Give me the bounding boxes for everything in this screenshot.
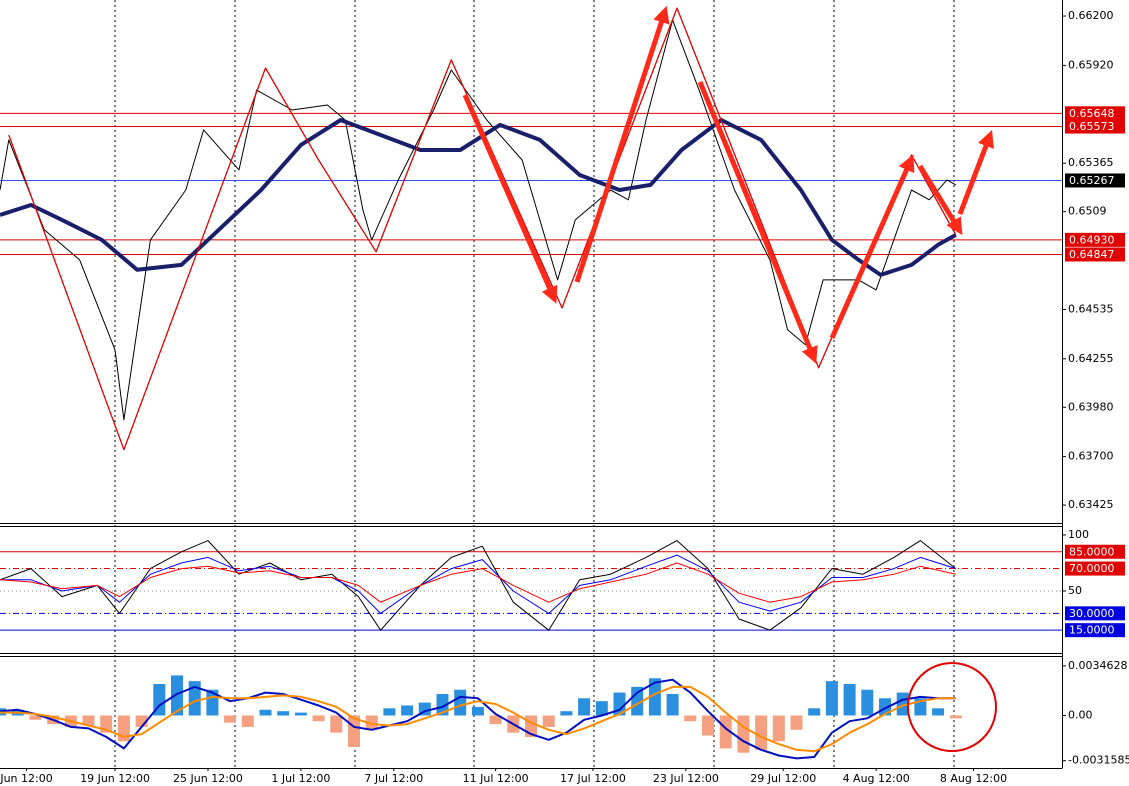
histogram-bar: [82, 715, 95, 726]
level-label: 0.65573: [1069, 120, 1115, 133]
histogram-bar: [259, 709, 272, 716]
level-label-box: [1065, 119, 1125, 134]
histogram-bar: [719, 715, 732, 749]
x-tick-label: 23 Jul 12:00: [653, 772, 719, 785]
series-line: [0, 685, 956, 753]
x-tick-label: 19 Jun 12:00: [80, 772, 150, 785]
histogram-bar: [879, 698, 891, 716]
histogram-bar: [861, 689, 874, 716]
histogram-bar: [454, 689, 467, 716]
series-line: [0, 118, 957, 277]
y-tick-label: 0.00: [1068, 708, 1093, 721]
level-label-box: [1065, 232, 1125, 247]
x-tick-label: 8 Aug 12:00: [940, 772, 1007, 785]
histogram-bar: [436, 694, 449, 716]
histogram-bar: [489, 715, 502, 725]
period-separators: [114, 0, 955, 768]
y-tick-label: 0.65920: [1068, 58, 1114, 71]
y-tick-label: 0.64255: [1068, 352, 1114, 365]
histogram-bar: [684, 715, 697, 722]
histogram-bar: [29, 715, 42, 720]
histogram-bar: [843, 683, 856, 716]
drawn-arrows: [462, 5, 997, 752]
y-tick-label: 0.6509: [1068, 205, 1107, 218]
series-line: [0, 678, 956, 760]
y-tick-label: 0.66200: [1068, 9, 1114, 22]
level-label: 85.0000: [1069, 545, 1115, 558]
x-tick-label: Jun 12:00: [0, 772, 53, 785]
x-tick-label: 25 Jun 12:00: [173, 772, 243, 785]
level-label-box: [1065, 606, 1125, 621]
histogram-bar: [241, 715, 254, 727]
level-label-box: [1065, 623, 1125, 638]
y-tick-label: 0.65365: [1068, 156, 1114, 169]
level-label: 0.64930: [1069, 233, 1115, 246]
histogram-bar: [772, 715, 785, 742]
level-label-box: [1065, 173, 1125, 188]
x-tick-label: 7 Jul 12:00: [364, 772, 423, 785]
x-tick-label: 29 Jul 12:00: [750, 772, 816, 785]
histogram-bar: [932, 708, 945, 716]
histogram-bar: [312, 715, 325, 722]
histogram-bar: [595, 701, 608, 716]
x-tick-label: 1 Jul 12:00: [271, 772, 330, 785]
series-line: [0, 540, 957, 631]
y-tick-label: 0.64535: [1068, 302, 1114, 315]
histogram-bar: [117, 715, 130, 742]
histogram-bar: [188, 681, 201, 716]
plot-layer: 0.66200 0.65920 0.65365 0.6509 0.64535 0.6425…: [0, 7, 1129, 785]
level-label-box: [1065, 247, 1125, 262]
y-tick-label: 100: [1068, 528, 1089, 541]
level-label-box: [1065, 561, 1125, 576]
histogram-bar: [224, 715, 237, 723]
x-tick-label: 11 Jul 12:00: [463, 772, 529, 785]
y-tick-label: 0.63425: [1068, 498, 1114, 511]
level-label: 15.0000: [1069, 624, 1115, 637]
histogram-bar: [471, 706, 484, 716]
y-tick-label: -0.0031585: [1068, 754, 1129, 767]
series-line: [0, 554, 956, 614]
series-line: [8, 7, 957, 451]
histogram-bar: [383, 708, 396, 716]
y-tick-label: 0.63980: [1068, 400, 1114, 413]
histogram-bar: [401, 705, 414, 716]
histogram-bar: [277, 711, 290, 716]
level-label: 0.65648: [1069, 107, 1115, 120]
panel-frames: [0, 0, 1063, 769]
histogram-bar: [949, 715, 962, 719]
y-tick-label: 0.0034628: [1068, 659, 1128, 672]
histogram-bar: [560, 711, 573, 716]
histogram-bar: [542, 715, 555, 727]
histogram-bar: [808, 708, 821, 716]
histogram-bar: [631, 686, 644, 716]
histogram-bar: [755, 715, 768, 750]
histogram-bar: [294, 712, 307, 716]
level-label: 30.0000: [1069, 607, 1115, 620]
y-tick-label: 50: [1068, 584, 1082, 597]
histogram-bar: [790, 715, 803, 730]
series-line: [0, 19, 957, 421]
histogram-bar: [578, 698, 591, 716]
series-line: [0, 562, 956, 603]
level-label: 0.64847: [1069, 248, 1115, 261]
histogram-bar: [702, 715, 714, 736]
level-label: 0.65267: [1069, 174, 1115, 187]
histogram-bar: [666, 694, 679, 716]
level-label: 70.0000: [1069, 562, 1115, 575]
histogram-bar: [825, 681, 838, 716]
x-tick-label: 17 Jul 12:00: [560, 772, 626, 785]
level-label-box: [1065, 106, 1125, 121]
y-tick-label: 0.63700: [1068, 450, 1114, 463]
x-tick-label: 4 Aug 12:00: [843, 772, 910, 785]
histogram-bar: [330, 715, 343, 733]
level-label-box: [1065, 544, 1125, 559]
histogram-bar: [648, 678, 661, 716]
histogram-bar: [737, 715, 750, 753]
histogram-bar: [135, 715, 148, 727]
histogram-bar: [365, 715, 378, 730]
histogram-bar: [171, 675, 183, 716]
